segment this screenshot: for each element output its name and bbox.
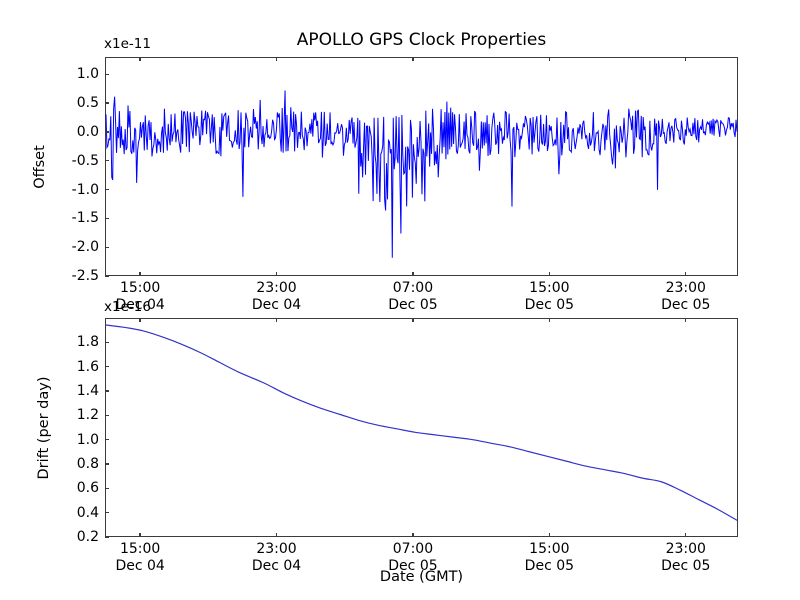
x-tick-time: 23:00 <box>665 541 706 557</box>
x-tick-time: 15:00 <box>119 280 161 296</box>
y-tick-label: 0.8 <box>76 456 99 472</box>
y-tick-label: 0.2 <box>76 529 99 545</box>
x-tick-time: 15:00 <box>529 541 570 557</box>
x-tick-date: Dec 05 <box>661 558 711 574</box>
x-tick-mark-top <box>412 318 414 322</box>
x-tick-mark <box>139 272 141 276</box>
y-tick-mark <box>105 217 109 219</box>
x-tick-label: 23:00 Dec 04 <box>252 280 301 314</box>
y-tick-mark <box>105 102 109 104</box>
y-tick-label: 0.6 <box>76 480 99 497</box>
y-tick-label: 0.5 <box>76 95 99 112</box>
x-tick-mark-top <box>275 57 278 61</box>
y-tick-mark <box>105 536 109 538</box>
y-tick-label: -2.5 <box>71 268 99 284</box>
x-tick-label: 07:00 Dec 05 <box>388 280 437 314</box>
drift-trace-path <box>106 325 737 520</box>
drift-y-exponent-label: x1e-16 <box>104 299 151 315</box>
x-tick-mark-top <box>685 318 687 322</box>
x-tick-mark <box>275 272 278 276</box>
y-tick-label: 0.0 <box>76 123 99 140</box>
y-tick-mark <box>105 366 109 368</box>
y-tick-label: 1.6 <box>76 358 99 375</box>
x-tick-label: 23:00 Dec 05 <box>661 541 710 575</box>
x-tick-date: Dec 04 <box>251 297 302 313</box>
x-tick-label: 07:00 Dec 05 <box>388 541 437 575</box>
x-tick-date: Dec 05 <box>388 558 438 574</box>
x-tick-time: 23:00 <box>256 280 297 296</box>
x-tick-time: 15:00 <box>119 541 161 557</box>
offset-y-exponent-label: x1e-11 <box>104 36 151 52</box>
x-tick-mark <box>685 533 687 537</box>
y-tick-label: 1.2 <box>76 407 99 424</box>
x-tick-mark <box>412 533 414 537</box>
y-tick-mark <box>105 341 109 343</box>
x-tick-label: 15:00 Dec 05 <box>525 280 574 314</box>
x-tick-date: Dec 05 <box>661 297 711 313</box>
x-tick-mark-top <box>685 57 687 61</box>
y-tick-mark <box>105 160 109 162</box>
x-tick-time: 07:00 <box>392 541 434 557</box>
y-tick-mark <box>105 439 109 441</box>
drift-plot-area <box>105 318 738 537</box>
y-tick-mark <box>105 390 109 392</box>
x-tick-mark-top <box>139 57 141 61</box>
x-tick-mark-top <box>139 318 141 322</box>
y-tick-label: -2.0 <box>71 239 99 256</box>
offset-plot-area <box>105 57 738 276</box>
y-tick-label: -0.5 <box>71 152 99 169</box>
y-tick-mark <box>105 246 109 248</box>
x-tick-label: 15:00 Dec 04 <box>115 541 164 575</box>
x-tick-date: Dec 04 <box>115 297 165 313</box>
y-tick-label: 0.4 <box>76 504 99 521</box>
y-tick-mark <box>105 188 109 191</box>
x-tick-time: 23:00 <box>256 541 297 557</box>
x-tick-time: 23:00 <box>665 280 706 296</box>
x-tick-mark <box>685 272 687 276</box>
x-tick-mark <box>139 533 141 537</box>
x-tick-time: 15:00 <box>529 280 570 296</box>
x-tick-mark <box>412 272 414 276</box>
y-tick-mark <box>105 463 109 465</box>
y-tick-label: 1.0 <box>76 431 99 448</box>
x-tick-mark <box>548 272 550 276</box>
y-tick-mark <box>105 131 109 133</box>
page-title: APOLLO GPS Clock Properties <box>296 30 547 50</box>
y-tick-label: -1.0 <box>71 181 99 198</box>
x-tick-date: Dec 05 <box>388 297 438 313</box>
x-tick-label: 23:00 Dec 05 <box>661 280 710 314</box>
x-tick-mark-top <box>548 57 550 61</box>
x-tick-mark <box>275 533 278 537</box>
x-tick-date: Dec 05 <box>524 558 575 574</box>
x-tick-mark-top <box>412 57 414 61</box>
y-tick-mark <box>105 275 109 277</box>
x-tick-label: 15:00 Dec 05 <box>525 541 574 575</box>
x-tick-date: Dec 04 <box>115 558 165 574</box>
y-tick-mark <box>105 73 109 75</box>
x-tick-date: Dec 05 <box>524 297 575 313</box>
y-tick-label: 1.4 <box>76 383 99 399</box>
y-tick-label: 1.8 <box>76 334 99 351</box>
x-tick-mark-top <box>275 318 278 322</box>
offset-trace-svg <box>106 58 737 275</box>
x-tick-label: 15:00 Dec 04 <box>115 280 164 314</box>
y-tick-label: 1.0 <box>76 66 99 83</box>
y-tick-mark <box>105 414 109 416</box>
x-tick-date: Dec 04 <box>251 558 302 574</box>
y-tick-mark <box>105 512 109 514</box>
x-tick-mark-top <box>548 318 550 322</box>
x-tick-mark <box>548 533 550 537</box>
drift-trace-svg <box>106 319 737 536</box>
y-tick-mark <box>105 487 109 489</box>
x-tick-label: 23:00 Dec 04 <box>252 541 301 575</box>
y-tick-label: -1.5 <box>71 210 99 227</box>
offset-trace-path <box>106 91 737 258</box>
x-tick-time: 07:00 <box>392 280 434 296</box>
drift-x-axis-label: Date (GMT) <box>379 569 464 585</box>
